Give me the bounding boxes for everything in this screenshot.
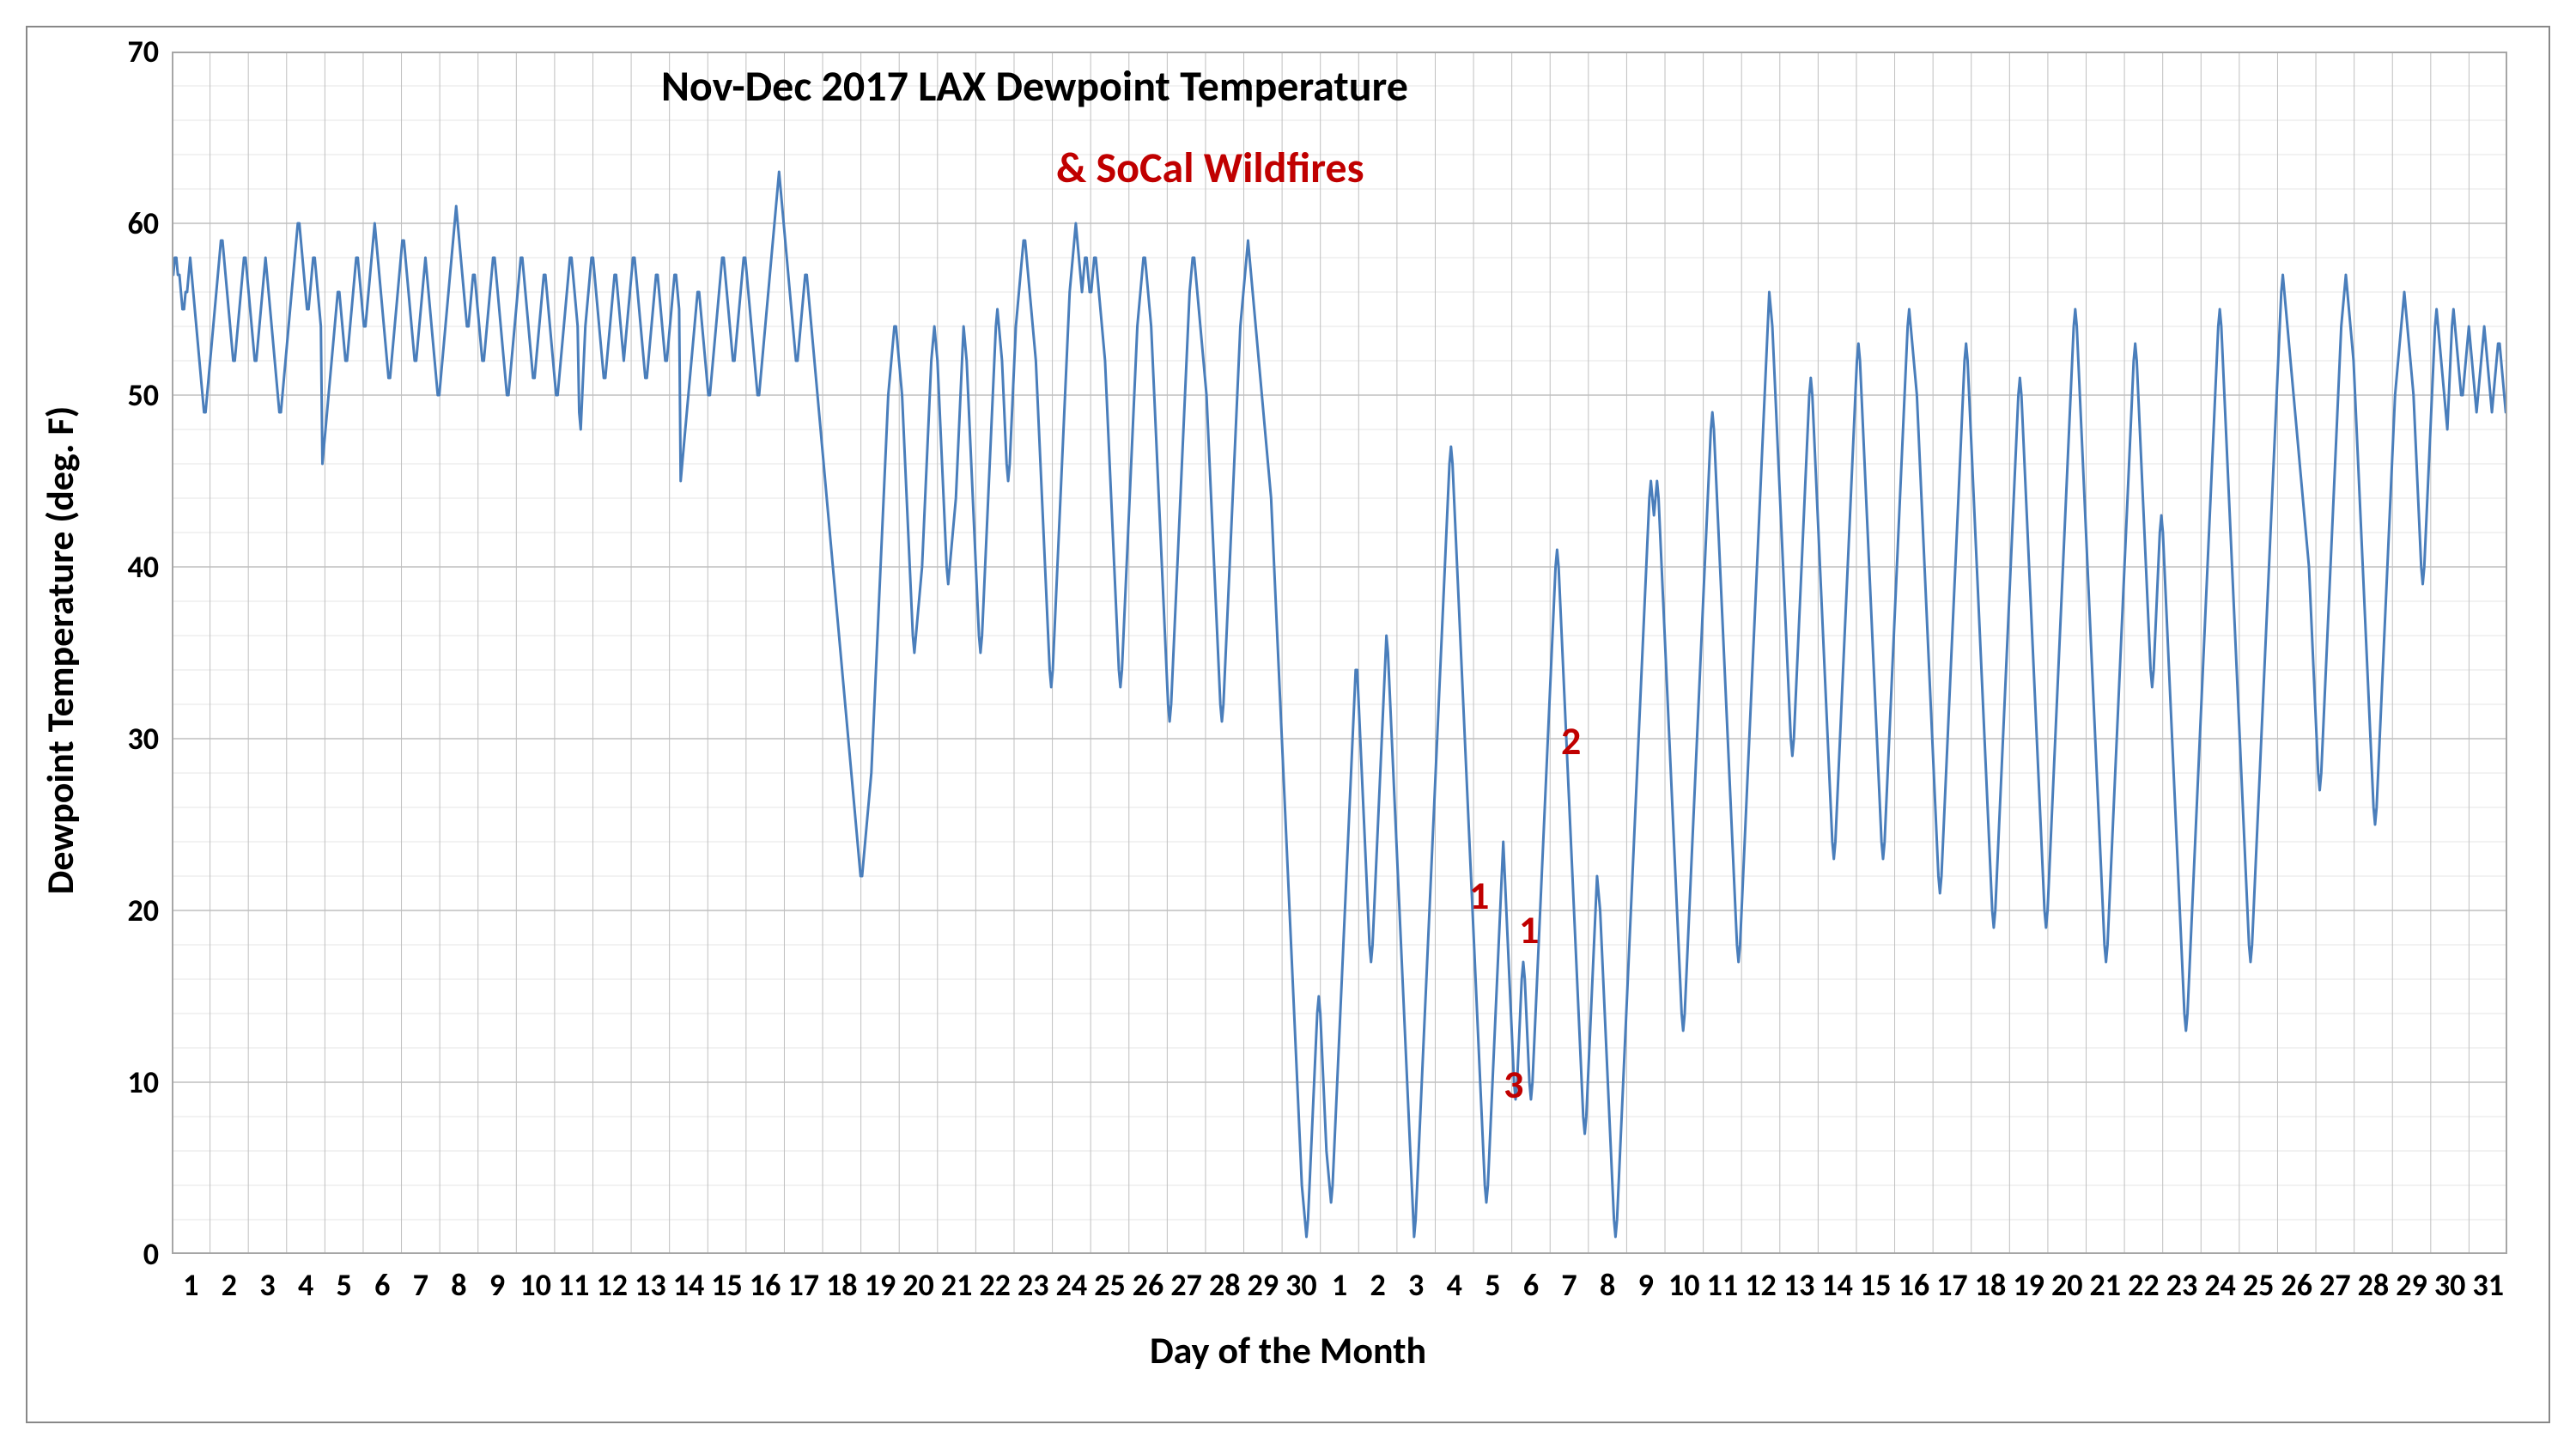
y-tick-30: 30 xyxy=(90,720,159,758)
fire-annotation-0: 1 xyxy=(1469,872,1489,920)
fire-annotation-3: 2 xyxy=(1561,717,1581,765)
y-tick-0: 0 xyxy=(90,1235,159,1273)
chart-title: Nov-Dec 2017 LAX Dewpoint Temperature xyxy=(661,60,1408,113)
fire-annotation-2: 3 xyxy=(1504,1061,1523,1109)
y-tick-40: 40 xyxy=(90,548,159,586)
x-tick-60: 31 xyxy=(2463,1266,2514,1304)
plot-area xyxy=(172,52,2507,1254)
y-tick-60: 60 xyxy=(90,204,159,242)
plot-svg xyxy=(172,52,2507,1254)
chart-subtitle: & SoCal Wildfires xyxy=(1056,142,1364,194)
y-tick-50: 50 xyxy=(90,376,159,414)
y-tick-10: 10 xyxy=(90,1063,159,1101)
y-tick-70: 70 xyxy=(90,33,159,70)
y-axis-title: Dewpoint Temperature (deg. F) xyxy=(37,350,83,951)
chart-container: Nov-Dec 2017 LAX Dewpoint Temperature & … xyxy=(0,0,2576,1449)
x-axis-title: Day of the Month xyxy=(0,1327,2576,1373)
y-tick-20: 20 xyxy=(90,892,159,929)
fire-annotation-1: 1 xyxy=(1519,906,1539,954)
